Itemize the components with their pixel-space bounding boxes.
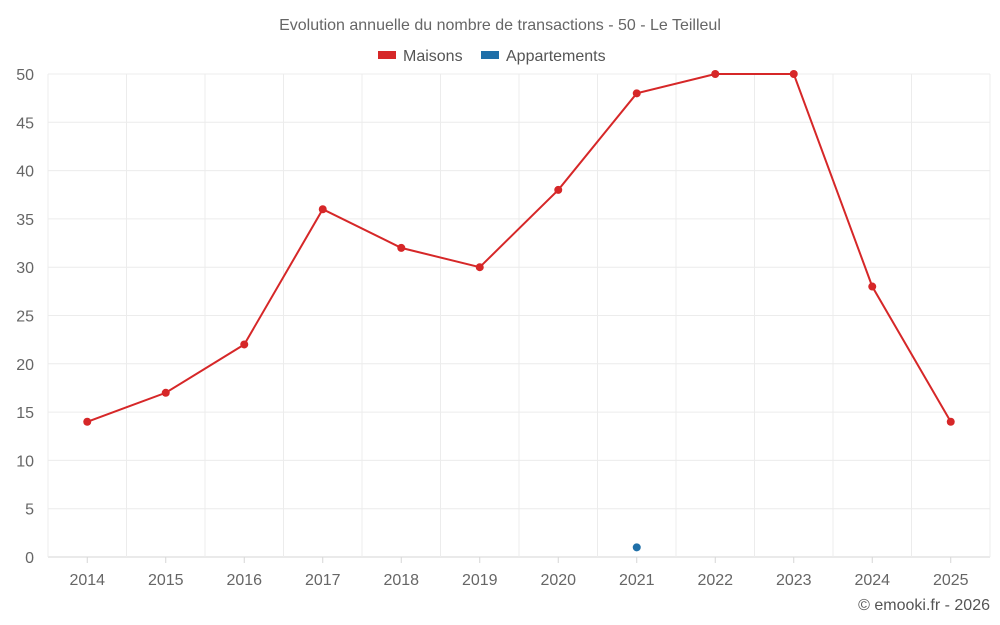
x-tick-label: 2023	[776, 572, 812, 589]
x-tick-label: 2022	[697, 572, 733, 589]
y-tick-label: 35	[16, 212, 34, 229]
data-point-maisons-2024[interactable]	[868, 282, 877, 291]
data-point-maisons-2020[interactable]	[554, 185, 563, 194]
x-tick-label: 2017	[305, 572, 341, 589]
series-appartements	[632, 543, 641, 552]
legend-item-maisons[interactable]: Maisons	[378, 48, 463, 65]
data-point-maisons-2022[interactable]	[711, 70, 720, 78]
data-point-maisons-2021[interactable]	[632, 89, 641, 98]
x-tick-label: 2014	[69, 572, 105, 589]
credit: © emooki.fr - 2026	[858, 597, 990, 614]
series	[83, 70, 955, 552]
legend-item-appartements[interactable]: Appartements	[481, 48, 606, 65]
y-tick-label: 20	[16, 357, 34, 374]
data-point-maisons-2025[interactable]	[946, 417, 955, 426]
x-tick-label: 2021	[619, 572, 655, 589]
legend-label-appartements: Appartements	[506, 48, 606, 65]
y-tick-label: 30	[16, 260, 34, 277]
y-axis-ticks: 0 5 10 15 20 25 30 35 40 45 50	[16, 67, 34, 567]
x-axis-ticks: 2014 2015 2016 2017 2018 2019 2020 2021 2022 2023…	[69, 557, 969, 589]
series-maisons	[83, 70, 955, 426]
chart-title: Evolution annuelle du nombre de transact…	[279, 17, 721, 34]
legend-swatch-maisons	[378, 51, 396, 59]
x-tick-label: 2015	[148, 572, 184, 589]
x-tick-label: 2019	[462, 572, 498, 589]
legend-label-maisons: Maisons	[403, 48, 463, 65]
data-point-appartements-2021[interactable]	[632, 543, 641, 552]
data-point-maisons-2017[interactable]	[318, 205, 327, 214]
data-point-maisons-2014[interactable]	[83, 417, 92, 426]
legend-swatch-appartements	[481, 51, 499, 59]
y-tick-label: 10	[16, 453, 34, 470]
data-point-maisons-2016[interactable]	[240, 340, 249, 349]
y-tick-label: 50	[16, 67, 34, 84]
y-tick-label: 5	[25, 502, 34, 519]
series-line-maisons	[86, 73, 952, 423]
y-tick-label: 45	[16, 115, 34, 132]
y-tick-label: 25	[16, 309, 34, 326]
grid	[47, 73, 991, 558]
data-point-maisons-2023[interactable]	[789, 70, 798, 78]
data-point-maisons-2019[interactable]	[475, 263, 484, 272]
x-tick-label: 2020	[540, 572, 576, 589]
data-point-maisons-2015[interactable]	[161, 388, 170, 397]
legend: Maisons Appartements	[378, 48, 606, 65]
x-tick-label: 2018	[383, 572, 419, 589]
data-point-maisons-2018[interactable]	[397, 243, 406, 252]
y-tick-label: 15	[16, 405, 34, 422]
x-tick-label: 2024	[854, 572, 890, 589]
x-tick-label: 2025	[933, 572, 969, 589]
x-tick-label: 2016	[226, 572, 262, 589]
y-tick-label: 40	[16, 164, 34, 181]
y-tick-label: 0	[25, 550, 34, 567]
